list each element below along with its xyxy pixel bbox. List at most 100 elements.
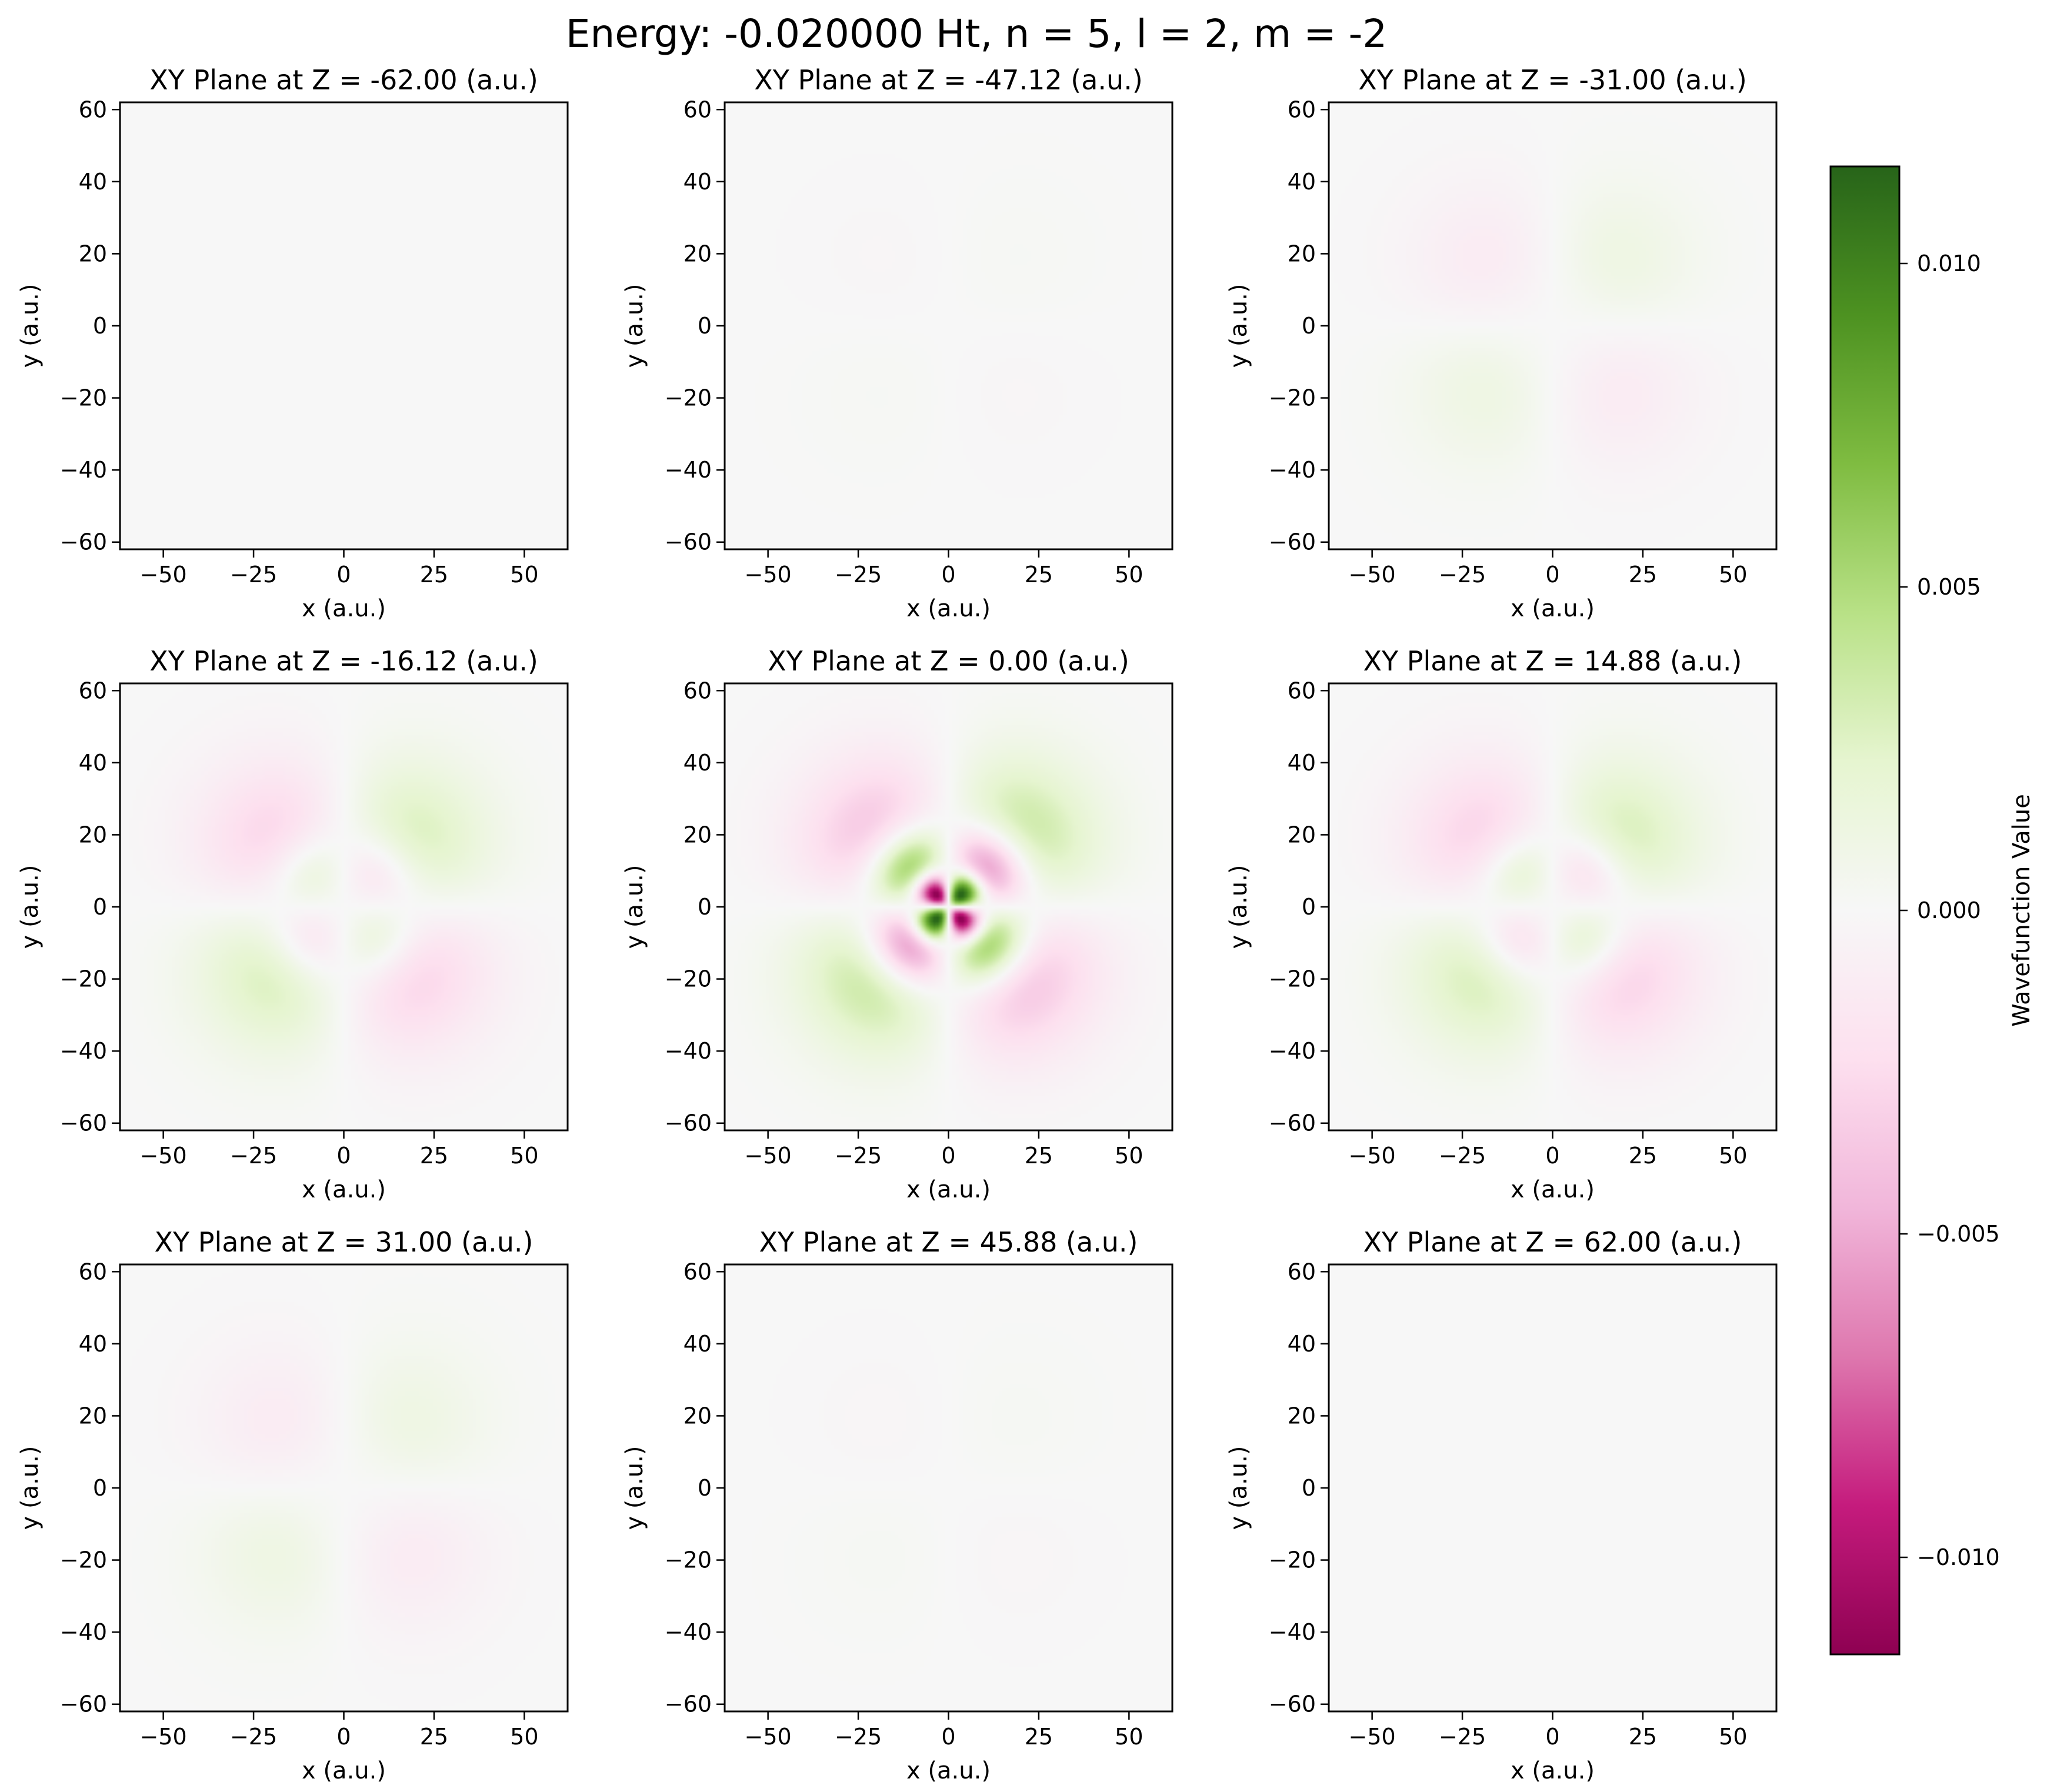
x-tick-label: 25 (1629, 562, 1657, 588)
x-axis-label: x (a.u.) (906, 1757, 991, 1784)
subplot-8: XY Plane at Z = 45.88 (a.u.) −50 −25 0 25 50 −… (621, 1226, 1173, 1784)
heatmap-image (1329, 1264, 1776, 1711)
figure-title: Energy: -0.020000 Ht, n = 5, l = 2, m = … (566, 11, 1388, 56)
x-tick-label: 50 (510, 1724, 538, 1750)
subplot-title: XY Plane at Z = 45.88 (a.u.) (759, 1226, 1138, 1258)
colorbar: 0.010 0.005 0.000 −0.005 −0.010 Wavefunction … (1829, 165, 2035, 1656)
heatmap-image (725, 683, 1172, 1130)
subplot-title: XY Plane at Z = -16.12 (a.u.) (149, 645, 538, 677)
subplot-title: XY Plane at Z = -62.00 (a.u.) (149, 64, 538, 96)
x-tick-label: 50 (1719, 562, 1747, 588)
x-tick-label: 0 (336, 1724, 351, 1750)
subplot-title: XY Plane at Z = 31.00 (a.u.) (155, 1226, 534, 1258)
y-tick-label: −60 (665, 1110, 712, 1136)
y-tick-label: 40 (1288, 750, 1316, 776)
x-tick-label: 0 (336, 562, 351, 588)
y-tick-label: −60 (1269, 1110, 1316, 1136)
x-tick-label: 0 (941, 1143, 955, 1169)
x-tick-label: 0 (1545, 1724, 1559, 1750)
x-tick-label: −25 (1439, 562, 1486, 588)
x-tick-label: 25 (1629, 1724, 1657, 1750)
y-axis-label: y (a.u.) (1225, 1446, 1252, 1530)
x-tick-label: 0 (1545, 562, 1559, 588)
subplot-4: XY Plane at Z = -16.12 (a.u.) −50 −25 0 25 50… (16, 645, 569, 1203)
y-tick-label: −40 (1269, 1038, 1316, 1064)
y-tick-label: −60 (60, 529, 107, 555)
heatmap-image (725, 1264, 1172, 1711)
y-axis-label: y (a.u.) (621, 1446, 648, 1530)
heatmap-image (1329, 683, 1776, 1130)
subplot-1: XY Plane at Z = -62.00 (a.u.) −50 −25 0 25 50… (16, 64, 569, 622)
x-axis-label: x (a.u.) (1511, 1176, 1595, 1203)
x-axis-label: x (a.u.) (302, 1176, 386, 1203)
panel-grid: XY Plane at Z = -62.00 (a.u.) −50 −25 0 25 50… (16, 64, 1778, 1784)
y-tick-label: 40 (79, 750, 107, 776)
x-tick-label: −25 (835, 1724, 882, 1750)
x-tick-label: −50 (140, 1724, 187, 1750)
colorbar-gradient (1831, 166, 1899, 1654)
heatmap-image (1329, 102, 1776, 549)
y-tick-label: −60 (60, 1110, 107, 1136)
y-tick-label: −20 (665, 966, 712, 992)
y-tick-label: −20 (60, 966, 107, 992)
x-tick-label: −50 (1349, 1143, 1396, 1169)
subplot-6: XY Plane at Z = 14.88 (a.u.) −50 −25 0 25 50 −… (1225, 645, 1778, 1203)
y-tick-label: 40 (684, 1331, 712, 1357)
x-tick-label: −25 (230, 1143, 277, 1169)
x-tick-label: −25 (1439, 1724, 1486, 1750)
x-tick-label: −25 (230, 562, 277, 588)
x-tick-label: −25 (835, 562, 882, 588)
x-tick-label: 50 (510, 1143, 538, 1169)
x-tick-label: 50 (1719, 1143, 1747, 1169)
colorbar-tick-label: 0.005 (1917, 574, 1981, 600)
y-tick-label: 20 (1288, 1403, 1316, 1429)
y-tick-label: −40 (60, 1038, 107, 1064)
y-tick-label: 20 (79, 822, 107, 847)
y-tick-label: 60 (79, 1259, 107, 1284)
y-tick-label: 60 (1288, 1259, 1316, 1284)
y-tick-label: 40 (79, 1331, 107, 1357)
y-tick-label: 60 (79, 96, 107, 122)
x-axis-label: x (a.u.) (906, 595, 991, 622)
x-tick-label: −50 (140, 562, 187, 588)
y-tick-label: 20 (1288, 822, 1316, 847)
heatmap-image (120, 1264, 568, 1711)
y-axis-label: y (a.u.) (1225, 865, 1252, 949)
y-axis-label: y (a.u.) (16, 284, 44, 368)
x-tick-label: −50 (1349, 1724, 1396, 1750)
x-tick-label: 0 (1545, 1143, 1559, 1169)
y-tick-label: 60 (1288, 678, 1316, 703)
x-tick-label: −50 (1349, 562, 1396, 588)
x-tick-label: 50 (510, 562, 538, 588)
y-tick-label: 0 (93, 894, 107, 920)
subplot-9: XY Plane at Z = 62.00 (a.u.) −50 −25 0 25 50 −… (1225, 1226, 1778, 1784)
colorbar-label: Wavefunction Value (2008, 794, 2035, 1027)
y-tick-label: 0 (698, 1475, 712, 1501)
y-tick-label: −40 (1269, 1619, 1316, 1645)
x-tick-label: 25 (1025, 562, 1053, 588)
x-tick-label: −50 (140, 1143, 187, 1169)
x-tick-label: 25 (1025, 1724, 1053, 1750)
y-tick-label: 20 (79, 1403, 107, 1429)
x-tick-label: −25 (230, 1724, 277, 1750)
y-tick-label: 20 (684, 1403, 712, 1429)
y-tick-label: 40 (684, 750, 712, 776)
x-tick-label: −25 (835, 1143, 882, 1169)
x-tick-label: 50 (1115, 1724, 1143, 1750)
y-tick-label: −20 (1269, 1547, 1316, 1573)
y-axis-label: y (a.u.) (621, 865, 648, 949)
y-tick-label: −20 (665, 1547, 712, 1573)
x-tick-label: 0 (336, 1143, 351, 1169)
y-axis-label: y (a.u.) (16, 1446, 44, 1530)
y-tick-label: −20 (1269, 385, 1316, 411)
y-tick-label: 40 (1288, 169, 1316, 195)
subplot-3: XY Plane at Z = -31.00 (a.u.) −50 −25 0 25 50… (1225, 64, 1778, 622)
y-tick-label: 20 (684, 822, 712, 847)
subplot-5: XY Plane at Z = 0.00 (a.u.) −50 −25 0 25 50 −6… (621, 645, 1173, 1203)
y-tick-label: −60 (60, 1691, 107, 1717)
y-tick-label: 0 (698, 894, 712, 920)
y-tick-label: −60 (1269, 529, 1316, 555)
y-tick-label: 0 (93, 1475, 107, 1501)
y-tick-label: −20 (60, 385, 107, 411)
y-tick-label: 0 (1302, 1475, 1316, 1501)
